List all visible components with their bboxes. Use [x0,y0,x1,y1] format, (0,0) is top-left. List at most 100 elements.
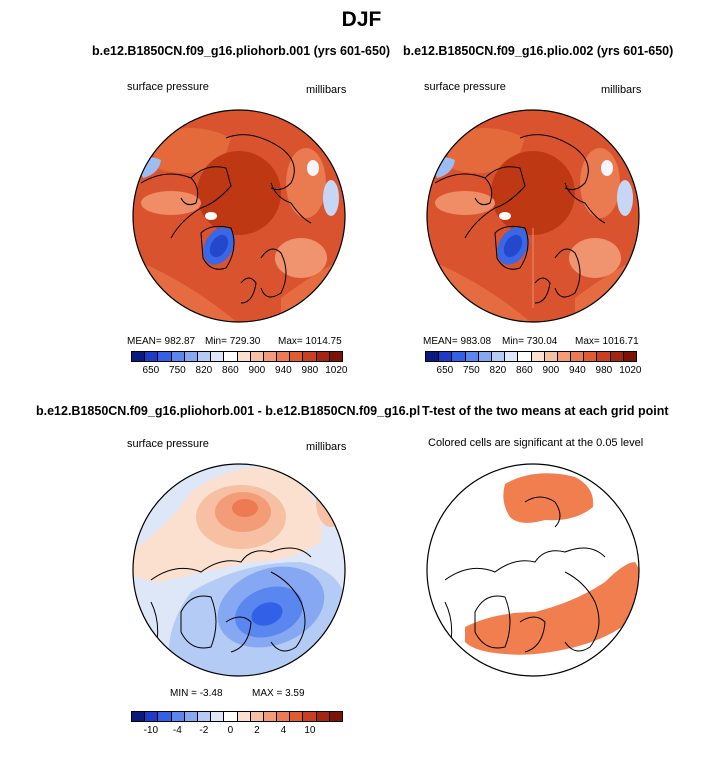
panel2-min: Min= 730.04 [502,336,558,347]
panel1-mean: MEAN= 982.87 [127,336,196,347]
panel3-colorbar-ticks: -10 -4 -2 0 2 4 10 [131,725,343,737]
panel2-colorbar-color-6 [505,352,519,361]
panel2-colorbar-color-5 [491,352,506,361]
panel2-colorbar-tick-4: 900 [542,365,560,376]
panel2-max: Max= 1016.71 [575,336,639,347]
panel2-colorbar-color-1 [439,352,453,361]
panel3-colorbar-color-3 [171,712,185,721]
panel2-polar-map [426,109,640,323]
panel2-colorbar-color-11 [571,352,585,361]
panel2-colorbar-tick-1: 750 [463,365,480,376]
panel1-colorbar-color-9 [250,352,264,361]
panel3-colorbar-tick-3: 0 [227,725,234,736]
panel1-colorbar-tick-7: 1020 [325,365,348,376]
panel4-significance-label: Colored cells are significant at the 0.0… [428,437,644,449]
panel3-colorbar-tick-0: -10 [143,725,159,736]
panel3-colorbar-color-0 [132,712,146,721]
panel1-colorbar-color-11 [277,352,291,361]
panel1-colorbar-color-15 [329,352,342,361]
panel2-colorbar-color-0 [426,352,440,361]
panel4-polar-map [426,463,640,677]
panel2-title: b.e12.B1850CN.f09_g16.plio.002 (yrs 601-… [403,44,674,58]
panel3-min: MIN = -3.48 [170,688,223,699]
panel3-colorbar-tick-2: -2 [199,725,209,736]
panel3-colorbar-color-7 [224,712,238,721]
panel2-units-label: millibars [601,84,642,96]
panel3-colorbar-color-8 [237,712,251,721]
panel4-title: T-test of the two means at each grid poi… [420,404,669,418]
panel1-colorbar-color-12 [290,352,304,361]
panel3-colorbar-color-11 [277,712,291,721]
panel1-colorbar-tick-6: 980 [301,365,319,376]
panel1-colorbar-color-13 [303,352,317,361]
panel2-colorbar-color-4 [478,352,492,361]
panel2-colorbar-color-10 [557,352,572,361]
panel1-colorbar-color-4 [184,352,198,361]
panel3-colorbar-color-9 [250,712,264,721]
panel2-colorbar [425,351,637,362]
panel3-colorbar [131,711,343,722]
panel1-polar-map [132,109,346,323]
panel3-colorbar-color-4 [184,712,198,721]
panel1-colorbar-tick-4: 900 [248,365,266,376]
panel3-colorbar-color-13 [303,712,317,721]
panel1-colorbar-color-0 [132,352,146,361]
panel1-colorbar [131,351,343,362]
panel2-colorbar-color-9 [544,352,558,361]
panel3-colorbar-color-10 [263,712,278,721]
panel2-colorbar-color-14 [610,352,624,361]
panel3-variable-label: surface pressure [127,438,209,450]
panel2-colorbar-color-3 [465,352,479,361]
panel2-variable-label: surface pressure [424,81,506,93]
panel1-colorbar-tick-2: 820 [195,365,213,376]
panel1-colorbar-tick-5: 940 [275,365,292,376]
panel2-colorbar-color-13 [597,352,611,361]
panel2-colorbar-tick-2: 820 [489,365,507,376]
panel1-colorbar-color-14 [316,352,330,361]
panel2-map-border [426,109,640,323]
panel1-colorbar-tick-0: 650 [142,365,160,376]
panel1-colorbar-tick-1: 750 [169,365,186,376]
panel1-arctic-basin [197,151,281,235]
panel1-colorbar-color-8 [237,352,251,361]
panel1-min: Min= 729.30 [205,336,261,347]
panel2-coastlines [434,134,606,308]
panel1-variable-label: surface pressure [127,81,209,93]
panel1-max: Max= 1014.75 [278,336,342,347]
panel2-colorbar-tick-3: 860 [516,365,533,376]
panel3-polar-map [132,463,346,677]
panel3-max: MAX = 3.59 [252,688,305,699]
panel1-units-label: millibars [306,84,347,96]
panel1-colorbar-color-6 [211,352,225,361]
panel3-colorbar-tick-6: 10 [304,725,316,736]
panel3-colorbar-tick-4: 2 [254,725,260,736]
panel2-colorbar-color-7 [518,352,532,361]
panel2-colorbar-tick-0: 650 [436,365,454,376]
figure-title: DJF [341,8,382,31]
panel3-colorbar-color-15 [329,712,342,721]
panel3-colorbar-color-6 [211,712,225,721]
panel3-colorbar-color-5 [197,712,212,721]
panel2-colorbar-color-2 [452,352,466,361]
panel3-colorbar-tick-1: -4 [172,725,182,736]
panel3-colorbar-color-14 [316,712,330,721]
panel1-colorbar-color-1 [145,352,159,361]
panel1-colorbar-color-3 [171,352,185,361]
panel2-mean: MEAN= 983.08 [423,336,492,347]
panel2-colorbar-color-8 [531,352,545,361]
panel1-colorbar-color-10 [263,352,278,361]
panel1-colorbar-ticks: 650 750 820 860 900 940 980 1020 [131,365,348,377]
panel2-colorbar-color-12 [584,352,598,361]
panel2-colorbar-tick-5: 940 [569,365,586,376]
panel1-map-border [132,109,346,323]
panel2-arctic-basin [491,151,575,235]
panel1-colorbar-tick-3: 860 [222,365,239,376]
panel3-title: b.e12.B1850CN.f09_g16.pliohorb.001 - b.e… [36,404,456,418]
panel1-colorbar-color-2 [158,352,172,361]
panel4-map-border [426,463,640,677]
panel1-title: b.e12.B1850CN.f09_g16.pliohorb.001 (yrs … [92,44,391,58]
panel3-map-border [132,463,346,677]
panel2-colorbar-ticks: 650 750 820 860 900 940 980 1020 [425,365,642,377]
panel2-colorbar-color-15 [623,352,636,361]
panel2-colorbar-tick-6: 980 [595,365,613,376]
